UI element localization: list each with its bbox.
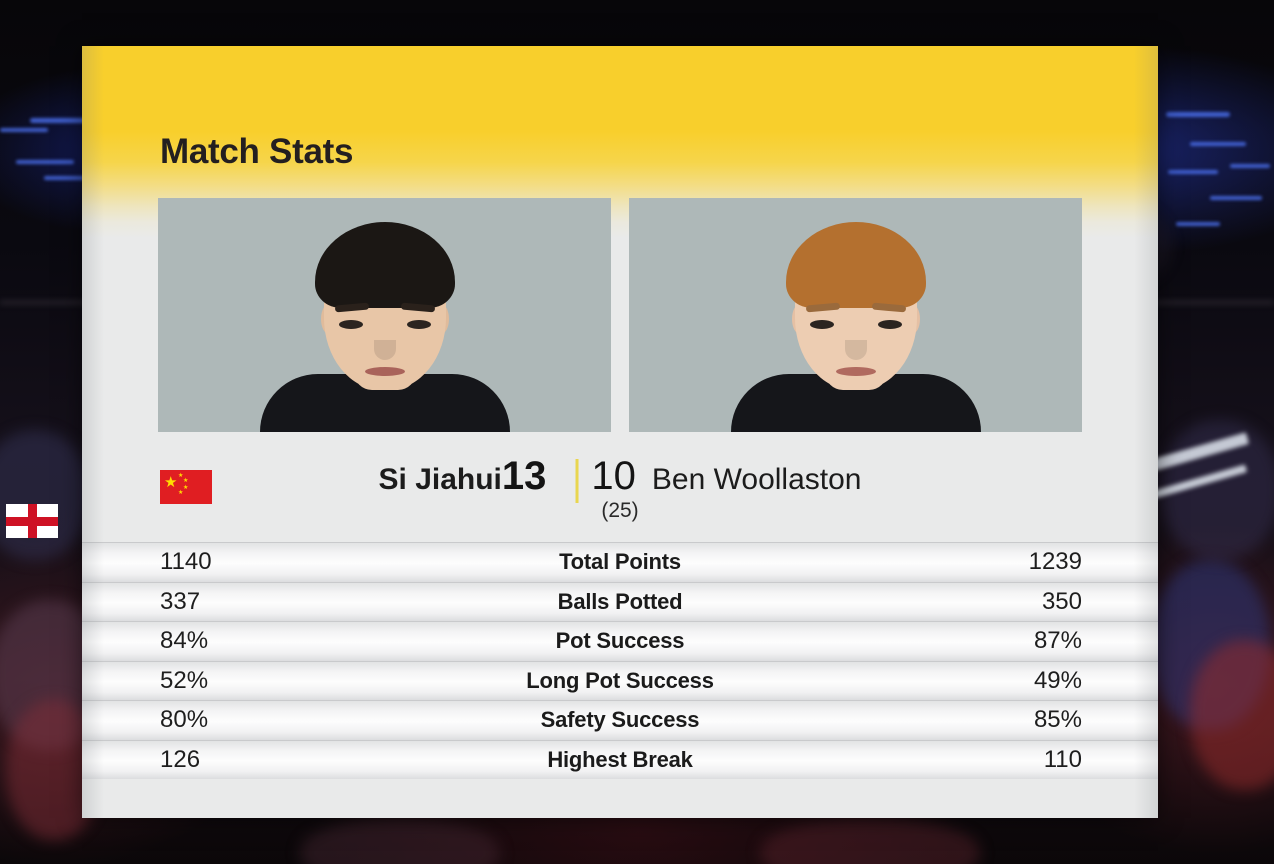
stat-label: Total Points [559,549,681,575]
stat-value-right: 110 [1043,745,1082,773]
crowd-figure [1190,640,1274,790]
portrait-eye-right [877,320,902,329]
page-title: Match Stats [160,132,354,171]
portrait-eye-right [406,320,431,329]
portrait-hair [785,222,926,308]
stat-value-right: 350 [1041,587,1082,615]
portrait-nose [844,340,867,360]
player-photo-left [158,198,611,432]
flag-star: ★ [178,473,184,479]
arena-light [30,118,92,123]
scoreline: ★ ★ ★ ★ ★ Si Jiahui 13 10 Ben Woollaston… [6,438,1158,538]
stat-label: Balls Potted [557,588,683,614]
stat-value-right: 87% [1033,627,1082,655]
stat-value-left: 52% [160,666,209,694]
table-row: 80% Safety Success 85% [82,700,1158,740]
stat-value-left: 337 [160,587,201,615]
player-photo-right [629,198,1082,432]
portrait-eye-left [809,320,834,329]
player-portrait-si-jiahui [259,200,510,432]
table-row: 52% Long Pot Success 49% [82,660,1158,700]
stat-value-left: 126 [160,745,201,773]
crowd-figure [0,430,90,560]
flag-star: ★ [183,478,189,484]
score-divider [575,459,579,503]
arena-light [1176,222,1220,226]
arena-light [1166,112,1230,117]
arena-light [1210,196,1262,200]
stat-label: Long Pot Success [526,667,714,693]
arena-light [1168,170,1218,174]
flag-cross-vertical [27,504,37,538]
arena-light [16,160,74,164]
player-score-left: 13 [501,454,547,498]
arena-light [1230,164,1270,168]
arena-light [1190,142,1246,146]
crowd-figure [760,818,980,864]
england-flag-icon [6,504,58,538]
stat-label: Safety Success [540,707,700,733]
table-row: 337 Balls Potted 350 [82,581,1158,621]
player-portrait-ben-woollaston [730,200,981,432]
portrait-eye-left [338,320,363,329]
frames-played-note: (25) [601,499,639,522]
player-name-right: Ben Woollaston [651,463,862,496]
player-photos [158,198,1082,432]
stat-value-left: 84% [160,627,209,655]
portrait-hair [314,222,455,308]
flag-star: ★ [178,490,184,496]
table-row: 126 Highest Break 110 [82,739,1158,779]
stat-value-right: 49% [1033,666,1082,694]
arena-light [44,176,84,180]
stat-value-left: 1140 [160,548,212,576]
stat-label: Pot Success [555,628,685,654]
stat-value-right: 1239 [1028,548,1082,576]
portrait-mouth [364,367,405,376]
portrait-nose [373,340,396,360]
score-center-group: Si Jiahui 13 10 Ben Woollaston [378,454,862,503]
stat-value-left: 80% [160,706,209,734]
portrait-mouth [835,367,876,376]
china-flag-icon: ★ ★ ★ ★ ★ [160,470,212,504]
player-name-left: Si Jiahui [378,463,502,496]
crowd-figure [300,818,500,864]
player-score-right: 10 [591,454,636,498]
flag-star: ★ [164,474,178,491]
stat-value-right: 85% [1033,706,1082,734]
match-stats-card: Match Stats Last 16 [6,46,1158,818]
table-row: 84% Pot Success 87% [82,621,1158,661]
arena-light [0,128,48,132]
flag-star: ★ [183,485,189,491]
stat-label: Highest Break [547,746,693,772]
table-row: 1140 Total Points 1239 [82,542,1158,582]
stats-table: 1140 Total Points 1239 337 Balls Potted 350 84… [82,542,1158,779]
